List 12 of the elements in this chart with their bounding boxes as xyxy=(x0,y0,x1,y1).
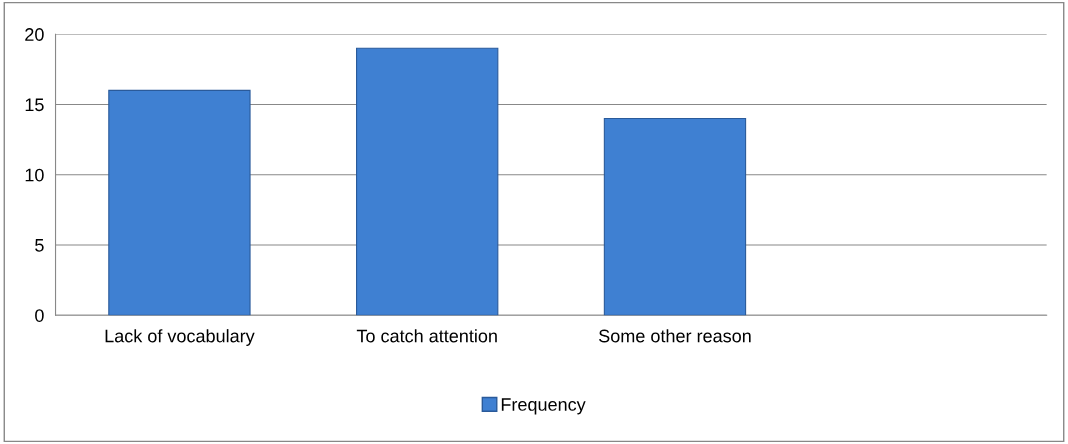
bar xyxy=(356,47,499,316)
x-tick-label: To catch attention xyxy=(356,329,497,343)
y-tick-label: 15 xyxy=(25,98,44,112)
x-tick-label: Some other reason xyxy=(599,329,751,343)
bar xyxy=(603,117,747,316)
y-tick-label: 0 xyxy=(35,309,44,322)
legend-label: Frequency xyxy=(501,398,586,415)
x-tick-label: Lack of vocabulary xyxy=(105,329,255,346)
y-tick-label: 5 xyxy=(35,239,44,252)
bar xyxy=(108,89,251,316)
y-tick-label: 20 xyxy=(25,28,44,41)
y-tick-label: 10 xyxy=(25,168,44,182)
